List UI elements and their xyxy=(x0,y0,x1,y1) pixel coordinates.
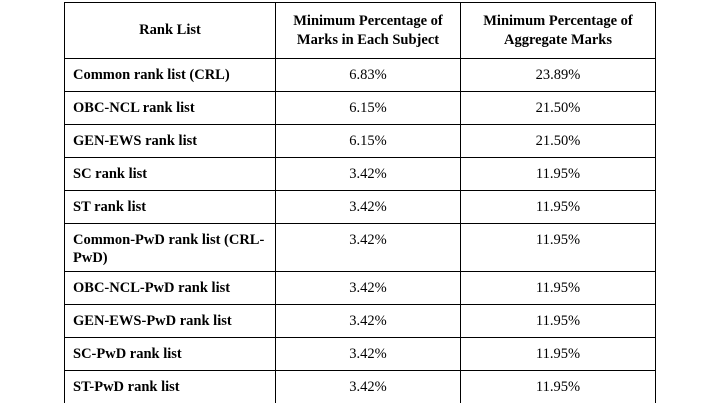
aggregate-pct-cell: 11.95% xyxy=(460,222,656,273)
aggregate-pct-cell: 21.50% xyxy=(460,124,656,158)
rank-list-cell: Common-PwD rank list (CRL-PwD) xyxy=(64,222,276,273)
subject-pct-cell: 6.15% xyxy=(275,91,461,125)
rank-list-cutoff-table: Rank List Minimum Percentage of Marks in… xyxy=(64,2,656,403)
table-row: GEN-EWS-PwD rank list 3.42% 11.95% xyxy=(64,304,656,339)
header-subject-pct: Minimum Percentage of Marks in Each Subj… xyxy=(275,2,461,59)
rank-list-cell: ST-PwD rank list xyxy=(64,370,276,403)
table-row: SC-PwD rank list 3.42% 11.95% xyxy=(64,337,656,372)
subject-pct-cell: 3.42% xyxy=(275,370,461,403)
table-row: SC rank list 3.42% 11.95% xyxy=(64,157,656,191)
aggregate-pct-cell: 11.95% xyxy=(460,190,656,224)
subject-pct-cell: 6.83% xyxy=(275,58,461,92)
header-row: Rank List Minimum Percentage of Marks in… xyxy=(64,2,656,59)
table-row: OBC-NCL-PwD rank list 3.42% 11.95% xyxy=(64,271,656,306)
table-row: GEN-EWS rank list 6.15% 21.50% xyxy=(64,124,656,158)
aggregate-pct-cell: 11.95% xyxy=(460,370,656,403)
table-row: ST rank list 3.42% 11.95% xyxy=(64,190,656,224)
aggregate-pct-cell: 11.95% xyxy=(460,337,656,372)
subject-pct-cell: 3.42% xyxy=(275,190,461,224)
rank-list-cell: SC rank list xyxy=(64,157,276,191)
subject-pct-cell: 3.42% xyxy=(275,337,461,372)
subject-pct-cell: 3.42% xyxy=(275,157,461,191)
rank-list-cell: GEN-EWS rank list xyxy=(64,124,276,158)
header-rank-list: Rank List xyxy=(64,2,276,59)
aggregate-pct-cell: 11.95% xyxy=(460,304,656,339)
aggregate-pct-cell: 23.89% xyxy=(460,58,656,92)
rank-list-cell: Common rank list (CRL) xyxy=(64,58,276,92)
rank-list-cell: OBC-NCL-PwD rank list xyxy=(64,271,276,306)
subject-pct-cell: 6.15% xyxy=(275,124,461,158)
aggregate-pct-cell: 11.95% xyxy=(460,271,656,306)
table-row: Common rank list (CRL) 6.83% 23.89% xyxy=(64,58,656,92)
table-row: Common-PwD rank list (CRL-PwD) 3.42% 11.… xyxy=(64,222,656,273)
rank-list-cell: OBC-NCL rank list xyxy=(64,91,276,125)
rank-list-cell: ST rank list xyxy=(64,190,276,224)
aggregate-pct-cell: 21.50% xyxy=(460,91,656,125)
rank-list-cell: SC-PwD rank list xyxy=(64,337,276,372)
subject-pct-cell: 3.42% xyxy=(275,222,461,273)
subject-pct-cell: 3.42% xyxy=(275,271,461,306)
rank-list-cell: GEN-EWS-PwD rank list xyxy=(64,304,276,339)
subject-pct-cell: 3.42% xyxy=(275,304,461,339)
table-row: ST-PwD rank list 3.42% 11.95% xyxy=(64,370,656,403)
header-aggregate-pct: Minimum Percentage of Aggregate Marks xyxy=(460,2,656,59)
aggregate-pct-cell: 11.95% xyxy=(460,157,656,191)
table-row: OBC-NCL rank list 6.15% 21.50% xyxy=(64,91,656,125)
